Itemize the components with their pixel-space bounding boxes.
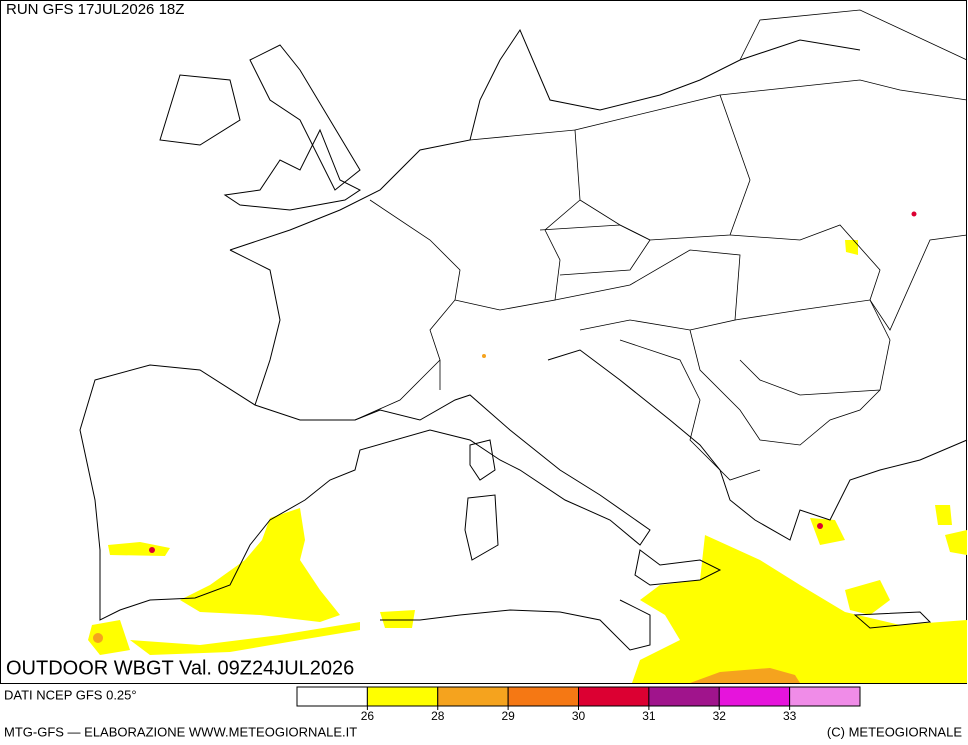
copyright-label: (C) METEOGIORNALE (827, 724, 962, 739)
credit-label: MTG-GFS — ELABORAZIONE WWW.METEOGIORNALE… (4, 724, 357, 739)
legend-swatch (296, 686, 368, 707)
legend-tick-label: 28 (431, 709, 445, 723)
legend-tick-label: 30 (572, 709, 586, 723)
legend-tick-label: 29 (501, 709, 515, 723)
source-label: DATI NCEP GFS 0.25° (4, 687, 137, 702)
map-title: OUTDOOR WBGT Val. 09Z24JUL2026 (6, 657, 354, 679)
legend-tick-label: 31 (642, 709, 656, 723)
legend-swatch (366, 686, 439, 707)
borders (354, 9, 968, 481)
legend-swatch (507, 686, 579, 707)
color-legend: 26 28 29 30 31 32 33 (296, 686, 861, 723)
coastlines (79, 28, 968, 651)
title-backdrop (1, 656, 386, 683)
legend-swatch (648, 686, 720, 707)
legend-tick-label: 33 (783, 709, 797, 723)
legend-tick-label: 32 (713, 709, 727, 723)
legend-swatch (789, 686, 861, 707)
legend-swatch (578, 686, 650, 707)
legend-tick-label: 26 (361, 709, 375, 723)
legend-swatch (437, 686, 509, 707)
map-frame (0, 0, 967, 684)
legend-swatch (718, 686, 791, 707)
run-label: RUN GFS 17JUL2026 18Z (6, 1, 184, 18)
